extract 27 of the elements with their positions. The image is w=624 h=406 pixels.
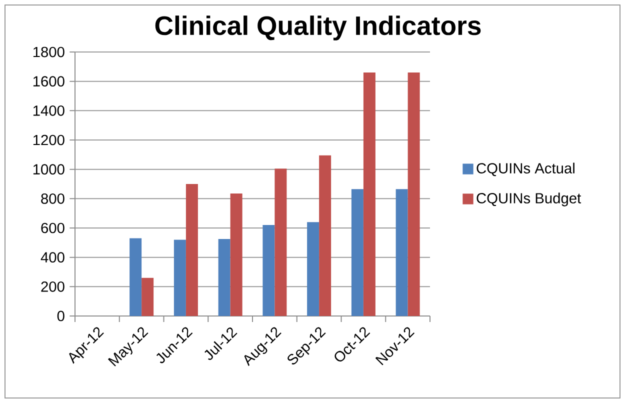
bar	[363, 72, 376, 316]
y-tick-label: 1600	[33, 76, 64, 87]
bar	[351, 189, 364, 316]
bar	[396, 189, 408, 316]
legend-label: CQUINs Actual	[476, 162, 574, 176]
bar	[408, 72, 420, 316]
bar	[262, 225, 275, 316]
y-tick-label: 0	[57, 310, 64, 322]
chart-title: Clinical Quality Indicators	[155, 16, 481, 40]
y-tick-label: 1200	[33, 134, 64, 146]
y-tick-label: 600	[41, 222, 64, 234]
y-tick-label: 1800	[33, 46, 64, 58]
bar	[274, 168, 287, 316]
y-tick-label: 1400	[33, 105, 64, 116]
legend-label: CQUINs Budget	[476, 192, 582, 206]
y-tick-label: 400	[40, 252, 64, 263]
bar	[130, 238, 142, 316]
y-tick-label: 1000	[33, 164, 64, 175]
y-tick-label: 200	[41, 281, 64, 292]
bar	[142, 278, 154, 316]
y-tick-label: 800	[41, 193, 64, 204]
bar	[218, 238, 230, 316]
bar	[319, 155, 332, 316]
bar	[174, 240, 186, 316]
bar	[186, 184, 198, 316]
bar	[230, 194, 242, 316]
bar	[307, 222, 320, 316]
